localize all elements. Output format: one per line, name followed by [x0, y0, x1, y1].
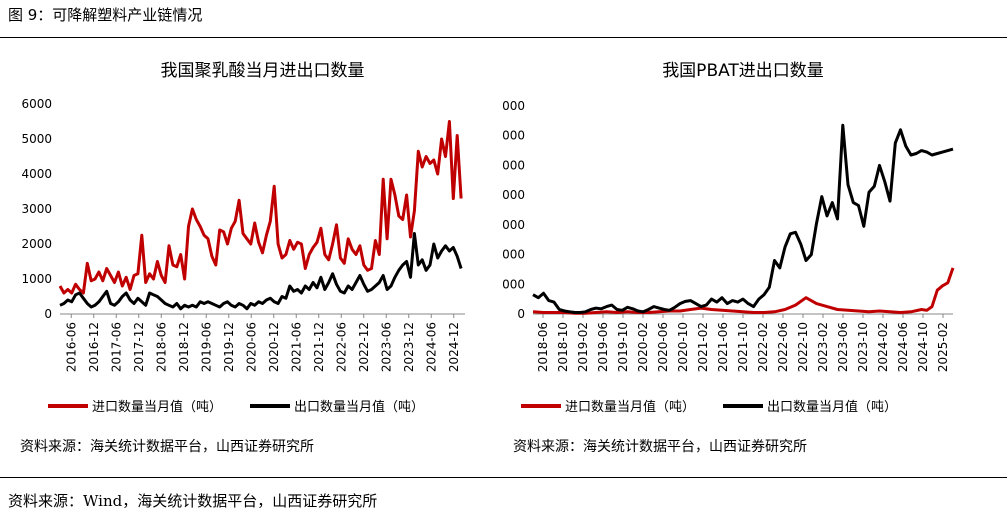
pbat-y-tick-label: 0 — [517, 307, 525, 321]
pla-chart-title: 我国聚乳酸当月进出口数量 — [161, 61, 365, 81]
pbat-x-tick-label: 2020-10 — [676, 322, 690, 372]
pla-legend-import-label: 进口数量当月值（吨） — [92, 400, 223, 415]
pbat-y-tick-label: 4000 — [503, 248, 525, 262]
pbat-x-tick-label: 2024-02 — [876, 322, 890, 372]
pla-x-tick-label: 2016-12 — [87, 322, 101, 372]
pbat-x-tick-label: 2022-06 — [776, 322, 790, 372]
pla-y-tick-label: 0 — [44, 307, 52, 321]
pla-x-tick-label: 2024-06 — [424, 322, 438, 372]
pbat-x-tick-label: 2024-10 — [916, 322, 930, 372]
footer-source: 资料来源：Wind，海关统计数据平台，山西证券研究所 — [8, 492, 378, 510]
pla-x-tick-label: 2020-12 — [267, 322, 281, 372]
pbat-legend-import-swatch — [521, 403, 561, 408]
pla-legend-export-label: 出口数量当月值（吨） — [294, 400, 425, 415]
pla-y-tick-label: 4000 — [21, 167, 52, 181]
pbat-y-tick-label: 14000 — [503, 99, 525, 113]
pla-x-tick-label: 2019-06 — [199, 322, 213, 372]
pbat-x-tick-label: 2019-06 — [596, 322, 610, 372]
pla-x-tick-label: 2022-06 — [334, 322, 348, 372]
pla-x-tick-label: 2019-12 — [222, 322, 236, 372]
pbat-x-tick-label: 2020-02 — [636, 322, 650, 372]
pla-x-tick-label: 2018-06 — [154, 322, 168, 372]
pbat-x-tick-label: 2021-06 — [716, 322, 730, 372]
pbat-y-tick-label: 10000 — [503, 158, 525, 172]
pbat-chart: 我国PBAT进出口数量 0 2000 4000 6000 8000 10000 12000 14… — [503, 61, 955, 372]
pbat-legend-export-label: 出口数量当月值（吨） — [767, 400, 898, 415]
pla-x-tick-label: 2017-12 — [132, 322, 146, 372]
pla-y-tick-label: 5000 — [21, 132, 52, 146]
pla-x-tick-label: 2021-12 — [312, 322, 326, 372]
pbat-x-tick-label: 2025-02 — [936, 322, 950, 372]
pbat-y-tick-label: 2000 — [503, 277, 525, 291]
pbat-legend-import-label: 进口数量当月值（吨） — [565, 400, 696, 415]
pla-x-tick-label: 2020-06 — [244, 322, 258, 372]
pbat-x-tick-label: 2023-06 — [836, 322, 850, 372]
pbat-x-tick-label: 2022-02 — [756, 322, 770, 372]
pla-x-tick-label: 2023-12 — [402, 322, 416, 372]
pla-y-tick-label: 3000 — [21, 202, 52, 216]
pbat-chart-title: 我国PBAT进出口数量 — [662, 61, 824, 81]
bottom-divider — [0, 477, 1007, 478]
pbat-x-tick-label: 2022-10 — [796, 322, 810, 372]
pbat-x-tick-label: 2021-02 — [696, 322, 710, 372]
pbat-x-tick-label: 2023-02 — [816, 322, 830, 372]
pla-x-tick-label: 2023-06 — [379, 322, 393, 372]
pbat-y-tick-label: 8000 — [503, 188, 525, 202]
pla-legend-export: 出口数量当月值（吨） — [250, 396, 424, 415]
pla-chart: 我国聚乳酸当月进出口数量 0 1000 2000 3000 4000 5000 6000 201… — [21, 61, 465, 372]
pbat-x-tick-label: 2019-02 — [576, 322, 590, 372]
pbat-x-tick-label: 2024-06 — [896, 322, 910, 372]
pbat-y-tick-label: 6000 — [503, 218, 525, 232]
pbat-x-tick-label: 2018-06 — [536, 322, 550, 372]
pbat-series-import-line — [532, 267, 955, 315]
pbat-legend-export-swatch — [723, 403, 764, 408]
pla-legend: 进口数量当月值（吨） 出口数量当月值（吨） — [48, 396, 424, 415]
pbat-legend: 进口数量当月值（吨） 出口数量当月值（吨） — [521, 396, 897, 415]
pbat-x-tick-label: 2021-10 — [736, 322, 750, 372]
pla-y-tick-label: 1000 — [21, 272, 52, 286]
pla-x-tick-label: 2022-12 — [357, 322, 371, 372]
pla-x-tick-label: 2018-12 — [177, 322, 191, 372]
pla-legend-export-swatch — [250, 403, 291, 408]
pla-series-import-line — [58, 120, 463, 295]
pbat-x-tick-label: 2020-06 — [656, 322, 670, 372]
pbat-x-tick-label: 2023-10 — [856, 322, 870, 372]
pla-series-export-line — [59, 232, 463, 311]
pla-x-tick-label: 2017-06 — [109, 322, 123, 372]
pla-x-tick-label: 2016-06 — [64, 322, 78, 372]
pla-y-tick-label: 2000 — [21, 237, 52, 251]
pbat-legend-export: 出口数量当月值（吨） — [723, 396, 897, 415]
figure-title: 图 9：可降解塑料产业链情况 — [8, 6, 203, 24]
pbat-source-note: 资料来源：海关统计数据平台，山西证券研究所 — [513, 439, 807, 455]
chart-panel-pla: 我国聚乳酸当月进出口数量 0 1000 2000 3000 4000 5000 6000 201… — [10, 44, 483, 464]
pla-x-tick-label: 2021-06 — [289, 322, 303, 372]
pbat-x-tick-label: 2018-10 — [556, 322, 570, 372]
pla-legend-import-swatch — [48, 403, 88, 408]
pbat-x-tick-label: 2019-10 — [616, 322, 630, 372]
pbat-series-export-line — [532, 123, 954, 314]
top-divider — [0, 37, 1007, 38]
chart-panel-pbat: 我国PBAT进出口数量 0 2000 4000 6000 8000 10000 12000 14… — [503, 44, 997, 464]
pla-x-tick-label: 2024-12 — [447, 322, 461, 372]
pbat-y-tick-label: 12000 — [503, 129, 525, 143]
pla-source-note: 资料来源：海关统计数据平台，山西证券研究所 — [20, 439, 314, 455]
pla-y-tick-label: 6000 — [21, 97, 52, 111]
pbat-legend-import: 进口数量当月值（吨） — [521, 396, 695, 415]
pla-legend-import: 进口数量当月值（吨） — [48, 396, 222, 415]
